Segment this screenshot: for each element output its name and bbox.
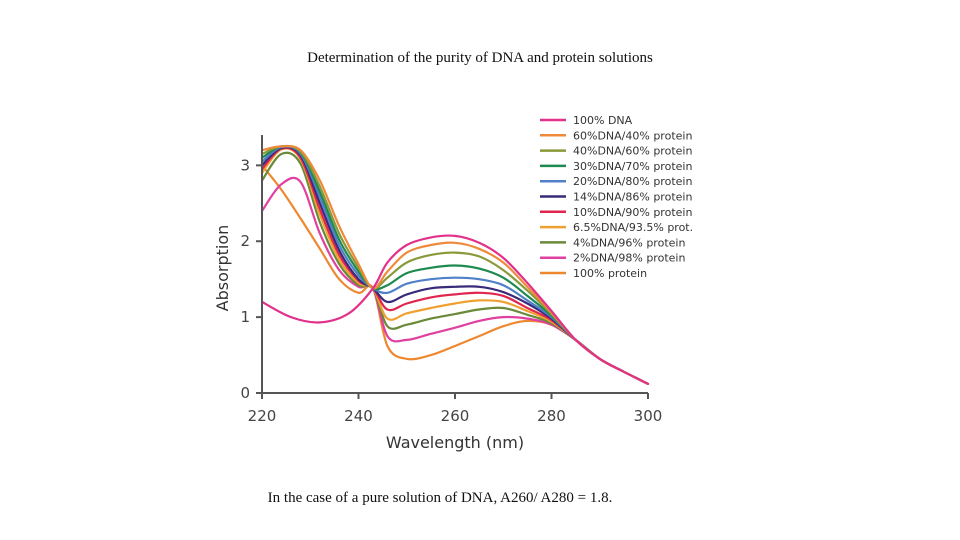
- x-tick-label: 220: [248, 407, 277, 425]
- legend-entry: 20%DNA/80% protein: [573, 175, 692, 188]
- series-layer: [260, 144, 650, 385]
- y-tick-label: 3: [240, 156, 250, 174]
- x-tick-label: 260: [441, 407, 470, 425]
- y-tick-label: 1: [240, 308, 250, 326]
- legend-entry: 2%DNA/98% protein: [573, 252, 685, 265]
- legend-entry: 4%DNA/96% protein: [573, 236, 685, 249]
- x-tick-label: 280: [537, 407, 566, 425]
- legend-entry: 40%DNA/60% protein: [573, 145, 692, 158]
- legend-entry: 30%DNA/70% protein: [573, 160, 692, 173]
- x-tick-label: 300: [634, 407, 663, 425]
- legend-entry: 100% protein: [573, 267, 647, 280]
- legend-entry: 100% DNA: [573, 114, 633, 127]
- legend-entry: 10%DNA/90% protein: [573, 206, 692, 219]
- legend: 100% DNA 60%DNA/40% protein 40%DNA/60% pro…: [540, 114, 693, 280]
- y-tick-label: 0: [240, 384, 250, 402]
- series-line: [260, 234, 650, 385]
- y-tick-label: 2: [240, 232, 250, 250]
- x-tick-label: 240: [344, 407, 373, 425]
- y-axis-label: Absorption: [213, 225, 232, 312]
- slide-caption: In the case of a pure solution of DNA, A…: [267, 490, 613, 506]
- legend-entry: 6.5%DNA/93.5% prot.: [573, 221, 693, 234]
- legend-entry: 14%DNA/86% protein: [573, 191, 692, 204]
- x-axis-label: Wavelength (nm): [386, 433, 524, 452]
- axes-layer: 220 240 260 280 300 0 1 2 3: [240, 135, 662, 425]
- slide-title: Determination of the purity of DNA and p…: [307, 50, 653, 66]
- legend-entry: 60%DNA/40% protein: [573, 129, 692, 142]
